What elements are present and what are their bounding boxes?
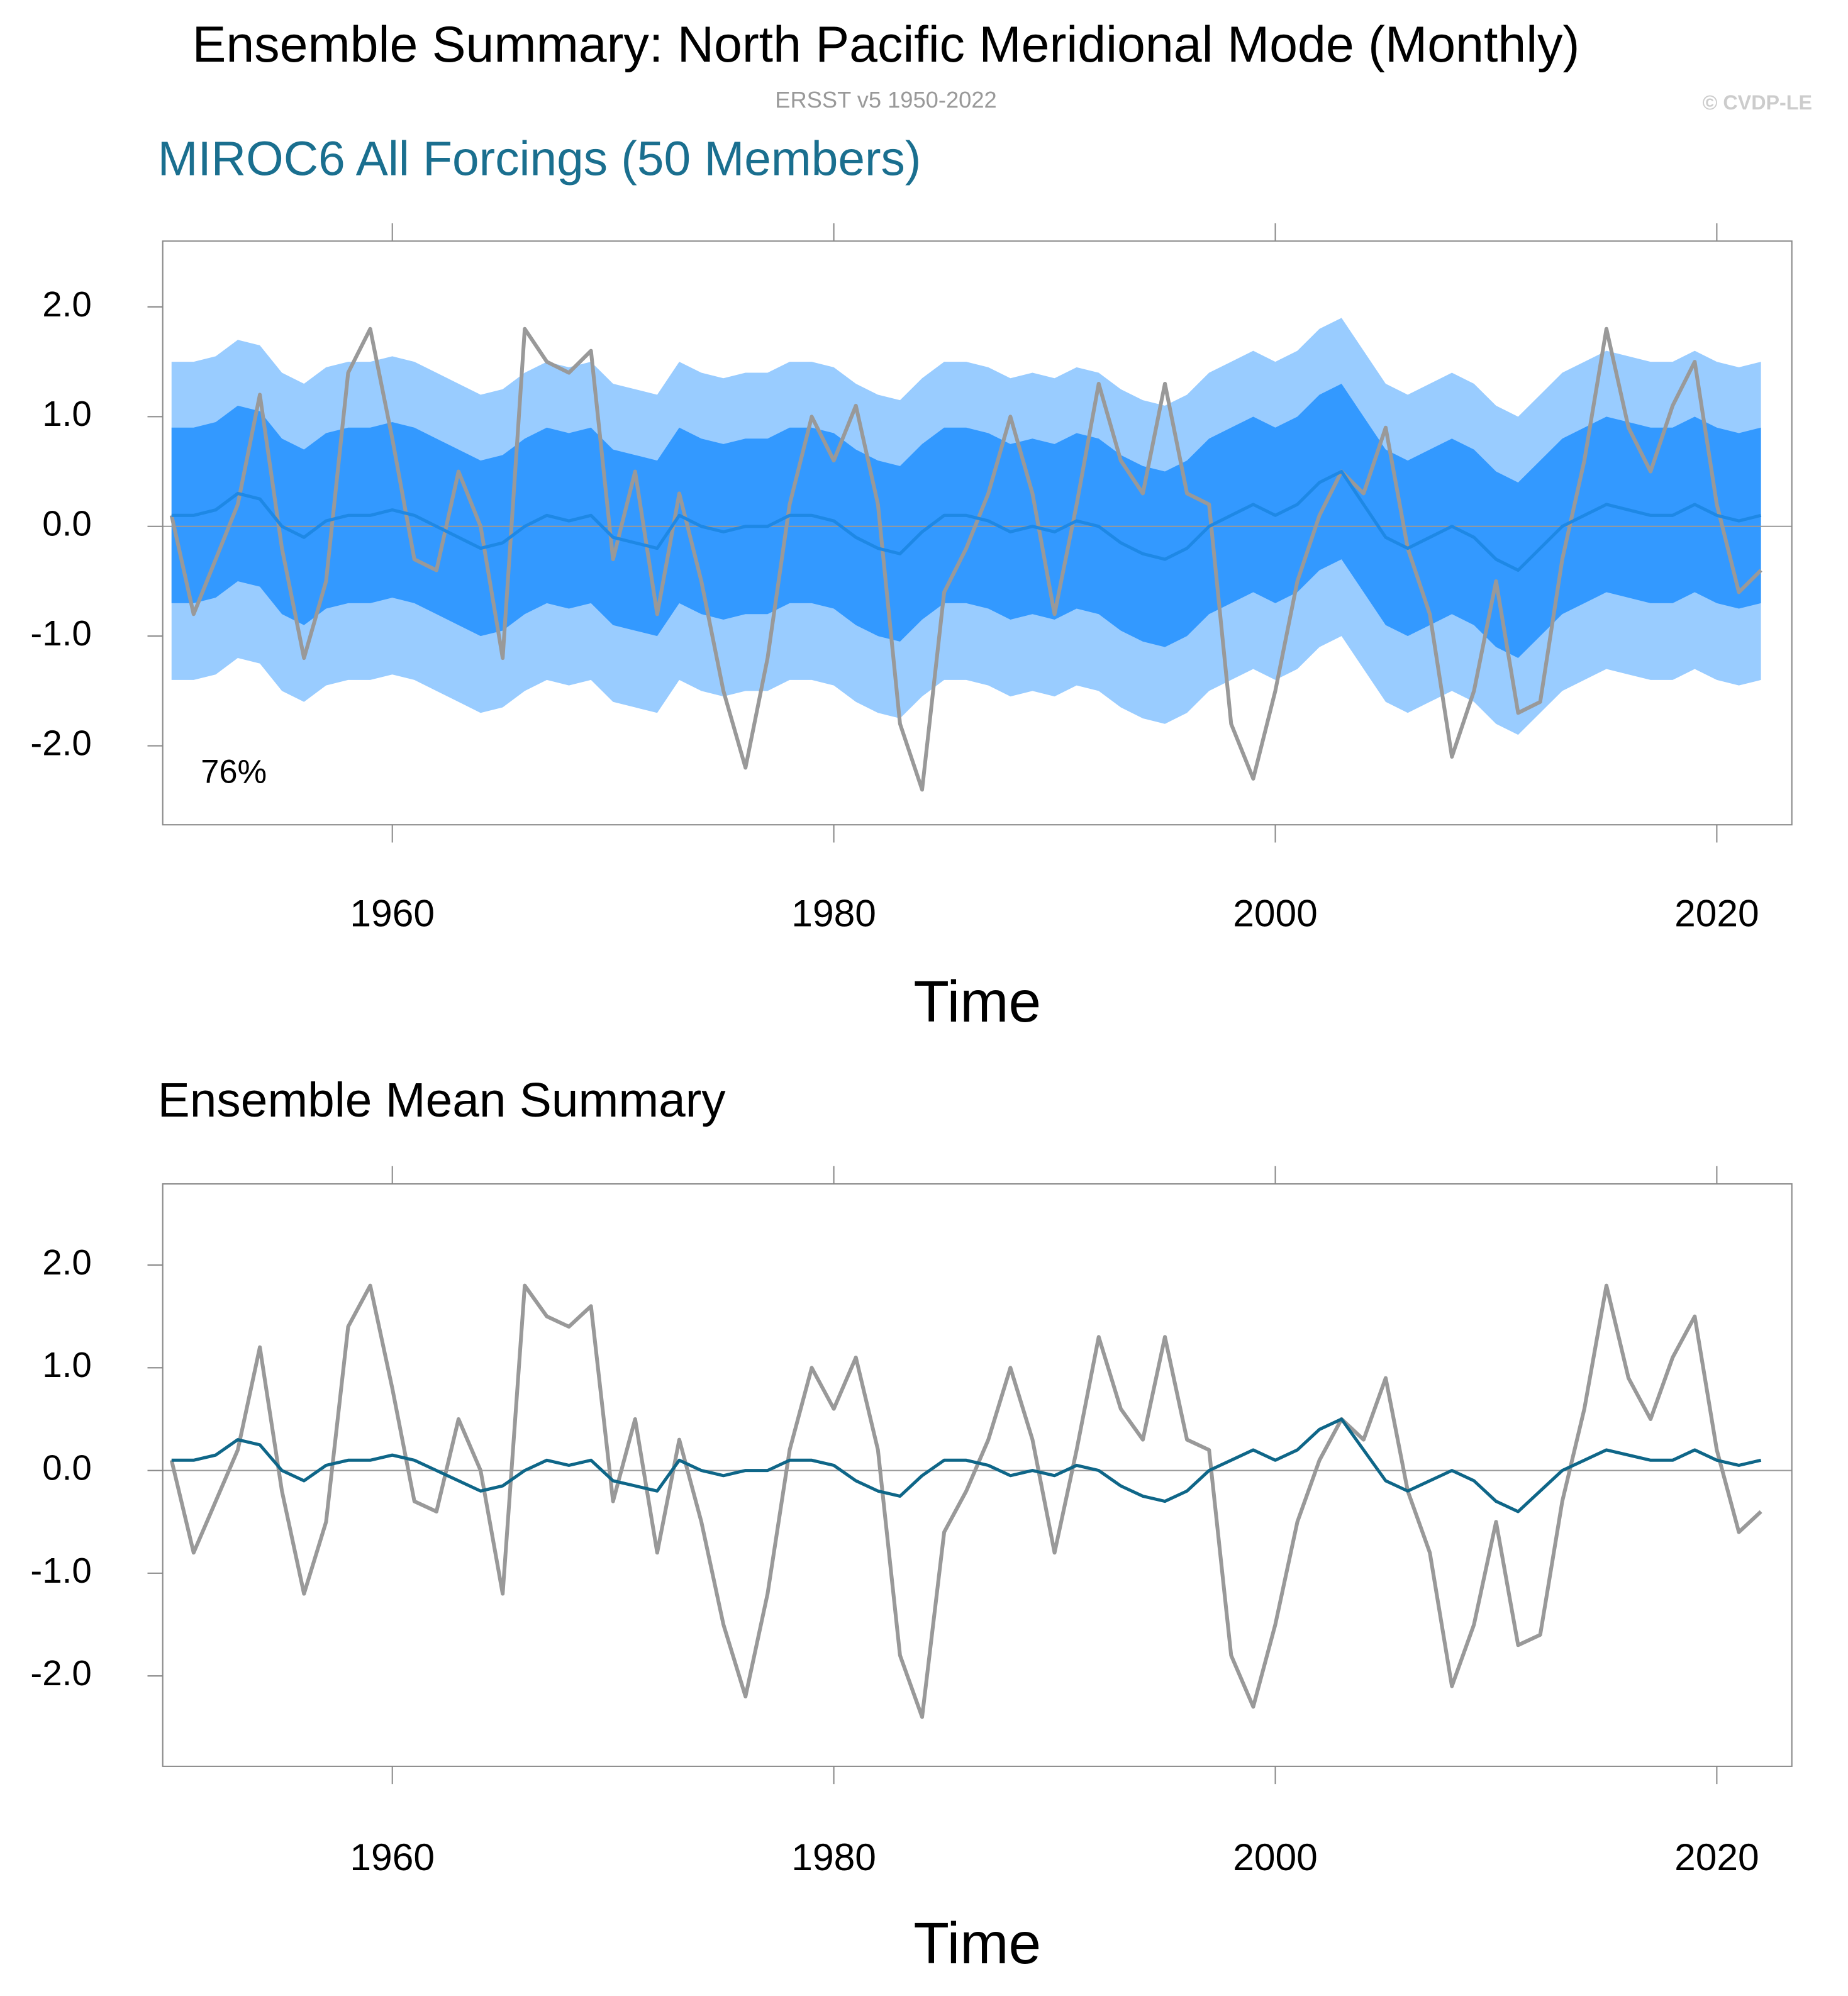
x-tick-label: 1960 — [350, 891, 435, 934]
y-tick-label: 0.0 — [42, 1448, 92, 1488]
x-axis-label: Time — [913, 1910, 1041, 1976]
band — [171, 384, 1761, 659]
x-tick-label: 1980 — [791, 1836, 876, 1878]
y-tick-label: 2.0 — [42, 284, 92, 324]
y-tick-label: -2.0 — [30, 723, 91, 762]
plot-frame — [162, 240, 1793, 826]
x-tick-label: 1960 — [350, 1836, 435, 1878]
y-tick-label: 2.0 — [42, 1242, 92, 1282]
x-tick-label: 2020 — [1674, 1836, 1759, 1878]
chart-title: MIROC6 All Forcings (50 Members) — [158, 132, 921, 186]
series-line — [169, 326, 1762, 792]
y-tick-label: 1.0 — [42, 1345, 92, 1385]
plot-frame — [162, 1183, 1793, 1767]
x-tick-label: 2020 — [1674, 891, 1759, 934]
credit: © CVDP-LE — [1703, 91, 1812, 114]
y-tick-label: 1.0 — [42, 394, 92, 433]
x-tick-label: 2000 — [1233, 891, 1318, 934]
page-subtitle: ERSST v5 1950-2022 — [775, 87, 996, 113]
series-line — [171, 470, 1762, 572]
y-tick-label: 0.0 — [42, 504, 92, 544]
page-title: Ensemble Summary: North Pacific Meridion… — [192, 16, 1580, 73]
x-tick-label: 1980 — [791, 891, 876, 934]
annotation: 76% — [201, 754, 267, 790]
y-tick-label: -1.0 — [30, 613, 91, 653]
x-axis-label: Time — [913, 969, 1041, 1034]
series-line — [171, 1417, 1762, 1514]
y-tick-label: -1.0 — [30, 1551, 91, 1590]
chart-title: Ensemble Mean Summary — [158, 1074, 726, 1127]
y-tick-label: -2.0 — [30, 1653, 91, 1693]
x-tick-label: 2000 — [1233, 1836, 1318, 1878]
series-line — [169, 1283, 1762, 1719]
